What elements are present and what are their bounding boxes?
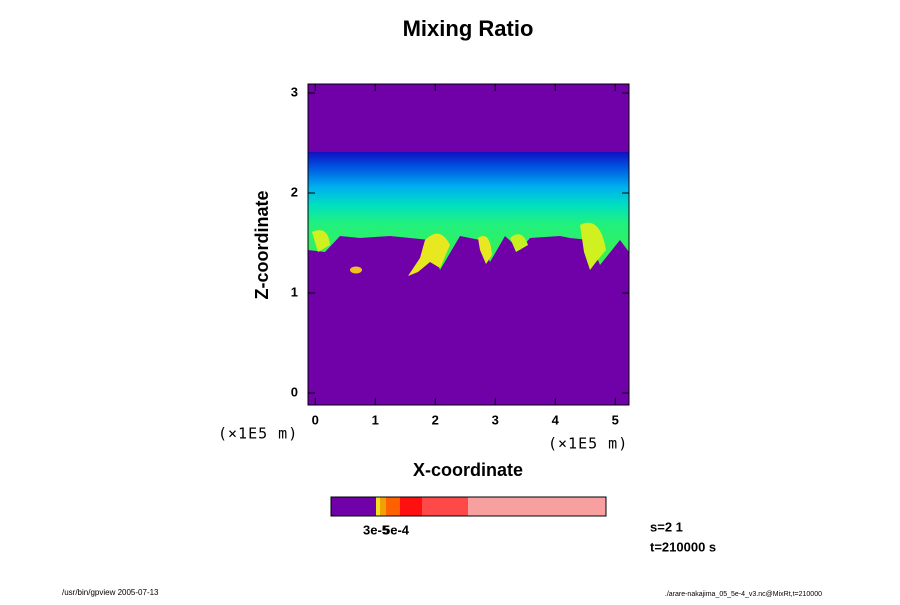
y-axis-label: Z-coordinate — [252, 190, 272, 299]
info-text: t=210000 s — [650, 539, 716, 554]
plume — [408, 233, 450, 276]
plume — [312, 230, 330, 252]
chart-title: Mixing Ratio — [403, 16, 534, 41]
colorbar-frame — [330, 496, 607, 517]
y-tick-label: 2 — [291, 184, 298, 199]
colorbar: 3e-5 5e-4 — [330, 496, 607, 537]
colorbar-segment — [468, 497, 606, 516]
colorbar-segment — [386, 497, 400, 516]
y-tick-label: 3 — [291, 84, 298, 99]
plume — [580, 222, 606, 270]
x-units: (×1E5 m) — [548, 435, 628, 453]
colorbar-segment — [331, 497, 376, 516]
plume — [350, 266, 362, 274]
y-tick-label: 0 — [291, 384, 298, 399]
colorbar-segment — [376, 497, 380, 516]
x-tick-label: 4 — [552, 412, 560, 427]
info-text: s=2 1 — [650, 519, 683, 534]
field-background — [308, 84, 629, 405]
x-tick-label: 3 — [492, 412, 499, 427]
x-tick-label: 0 — [312, 412, 319, 427]
footer-left: /usr/bin/gpview 2005-07-13 — [62, 588, 159, 597]
field-band — [308, 152, 629, 270]
y-tick-label: 1 — [291, 284, 298, 299]
x-tick-label: 5 — [612, 412, 619, 427]
y-units: (×1E5 m) — [218, 425, 298, 443]
plot-frame — [307, 83, 630, 406]
x-tick-label: 1 — [372, 412, 379, 427]
field — [307, 83, 630, 406]
footer-right: ./arare-nakajima_05_5e-4_v3.nc@MixRt,t=2… — [665, 591, 822, 598]
colorbar-segment — [380, 497, 386, 516]
colorbar-label: 3e-5 — [363, 522, 389, 537]
x-tick-label: 2 — [432, 412, 439, 427]
colorbar-label: 5e-4 — [383, 522, 410, 537]
plume — [510, 234, 528, 252]
x-axis-label: X-coordinate — [413, 460, 523, 480]
plume — [478, 236, 492, 264]
colorbar-segment — [400, 497, 422, 516]
colorbar-segment — [422, 497, 468, 516]
